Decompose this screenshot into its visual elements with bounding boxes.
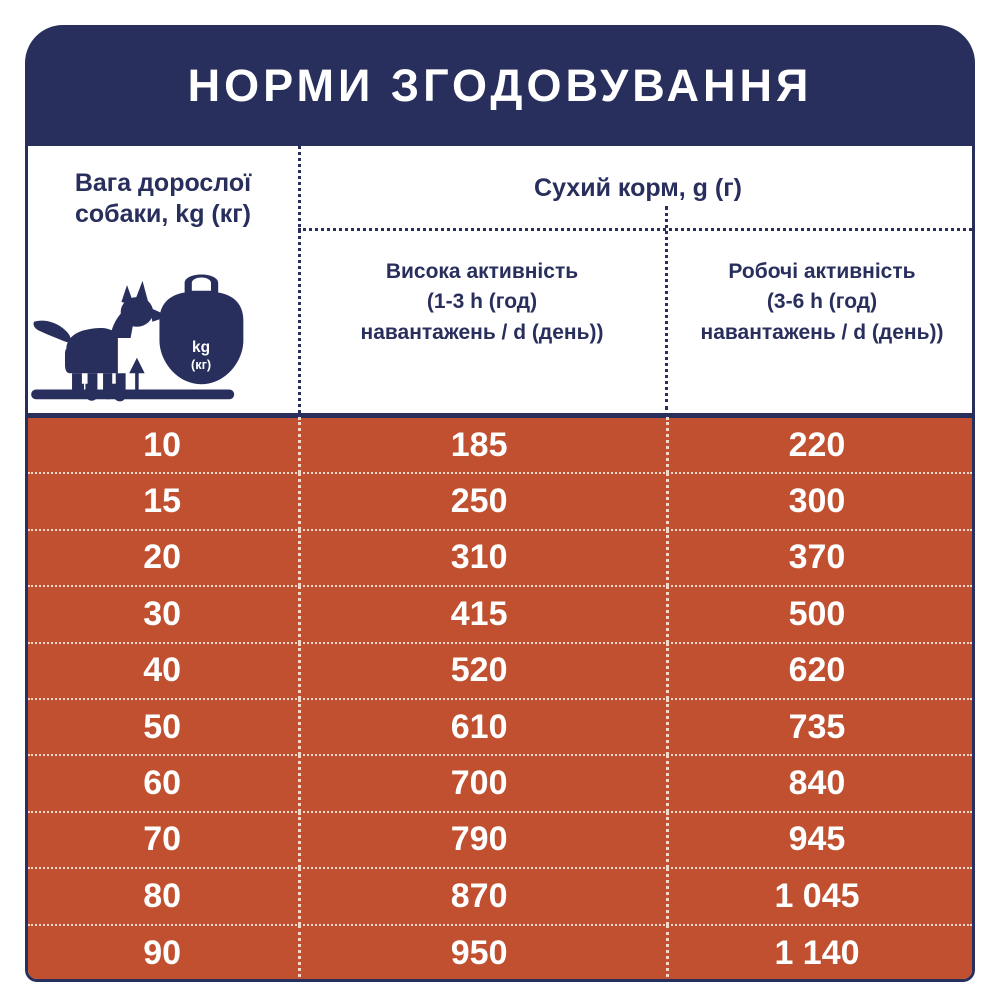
svg-text:(кг): (кг) xyxy=(191,357,211,371)
svg-text:kg: kg xyxy=(192,339,210,356)
